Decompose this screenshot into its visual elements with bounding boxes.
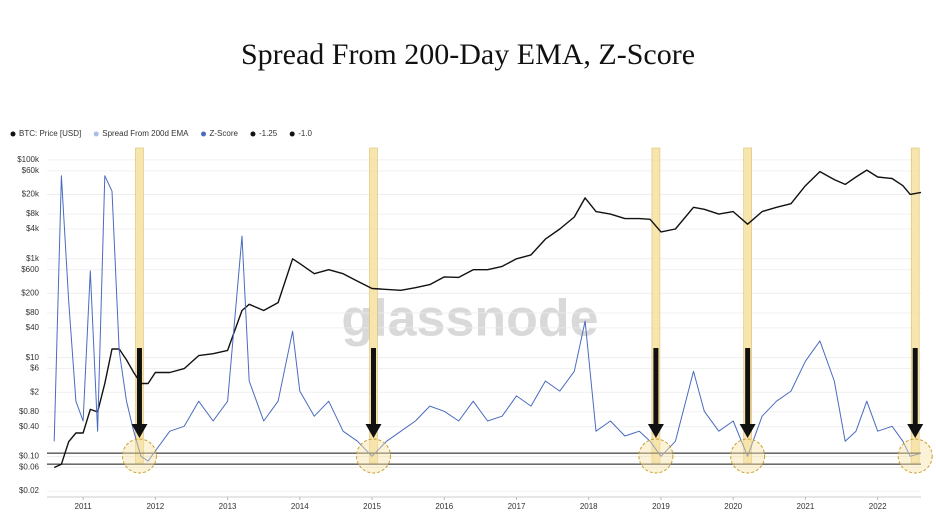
highlight-bar bbox=[135, 147, 144, 464]
arrow-head bbox=[647, 424, 664, 438]
arrow-shaft bbox=[653, 348, 659, 426]
y-tick-label: $0.10 bbox=[19, 452, 40, 461]
x-tick-label: 2014 bbox=[291, 502, 309, 511]
highlight-circle bbox=[897, 438, 933, 474]
legend-dot bbox=[250, 131, 256, 137]
y-tick-label: $0.40 bbox=[19, 422, 40, 431]
y-tick-label: $0.06 bbox=[19, 463, 40, 472]
arrow-shaft bbox=[745, 348, 751, 426]
legend-label: Z-Score bbox=[210, 129, 239, 138]
legend-label: Spread From 200d EMA bbox=[102, 129, 189, 138]
y-tick-label: $0.80 bbox=[19, 407, 40, 416]
legend-dot bbox=[201, 131, 206, 137]
arrow-shaft bbox=[370, 348, 376, 426]
arrow-head bbox=[365, 424, 382, 438]
y-tick-label: $6 bbox=[30, 364, 39, 373]
y-tick-label: $0.02 bbox=[19, 486, 40, 495]
x-tick-label: 2017 bbox=[508, 502, 526, 511]
highlight-circle bbox=[638, 438, 674, 474]
arrow-shaft bbox=[136, 348, 142, 426]
highlight-circle bbox=[355, 438, 391, 474]
watermark: glassnode bbox=[341, 290, 598, 348]
x-tick-label: 2015 bbox=[363, 502, 381, 511]
highlight-circle bbox=[730, 438, 766, 474]
arrow-head bbox=[131, 424, 148, 438]
y-tick-label: $4k bbox=[26, 224, 40, 233]
x-tick-label: 2011 bbox=[75, 502, 93, 511]
legend-dot bbox=[93, 131, 99, 137]
y-tick-label: $40 bbox=[26, 323, 40, 332]
x-tick-label: 2012 bbox=[146, 502, 164, 511]
legend-label: -1.25 bbox=[259, 129, 278, 138]
x-tick-label: 2019 bbox=[652, 502, 670, 511]
arrow-head bbox=[907, 424, 924, 438]
x-tick-label: 2018 bbox=[580, 502, 598, 511]
y-tick-label: $600 bbox=[21, 265, 39, 274]
x-tick-label: 2016 bbox=[435, 502, 453, 511]
y-tick-label: $100k bbox=[17, 155, 40, 164]
x-tick-label: 2020 bbox=[724, 502, 742, 511]
y-tick-label: $200 bbox=[21, 288, 39, 297]
chart-title: Spread From 200-Day EMA, Z-Score bbox=[241, 38, 695, 71]
arrow-shaft bbox=[912, 348, 918, 426]
y-tick-label: $10 bbox=[26, 353, 40, 362]
legend-dot bbox=[289, 131, 295, 137]
y-tick-label: $60k bbox=[22, 166, 40, 175]
series-line bbox=[53, 175, 922, 462]
highlight-bar bbox=[910, 147, 920, 464]
legend-dot bbox=[10, 131, 16, 137]
y-tick-label: $20k bbox=[22, 190, 40, 199]
highlight-circle bbox=[121, 438, 157, 474]
highlight-bar bbox=[369, 147, 378, 464]
arrow-head bbox=[739, 424, 756, 438]
highlight-bar bbox=[651, 147, 661, 464]
x-tick-label: 2013 bbox=[219, 502, 237, 511]
legend-label: -1.0 bbox=[298, 129, 312, 138]
y-tick-label: $80 bbox=[26, 308, 40, 317]
x-tick-label: 2021 bbox=[797, 502, 815, 511]
y-tick-label: $1k bbox=[26, 254, 40, 263]
y-tick-label: $2 bbox=[30, 387, 39, 396]
x-tick-label: 2022 bbox=[869, 502, 887, 511]
y-tick-label: $8k bbox=[26, 209, 40, 218]
legend-label: BTC: Price [USD] bbox=[19, 129, 81, 138]
highlight-bar bbox=[743, 147, 752, 464]
